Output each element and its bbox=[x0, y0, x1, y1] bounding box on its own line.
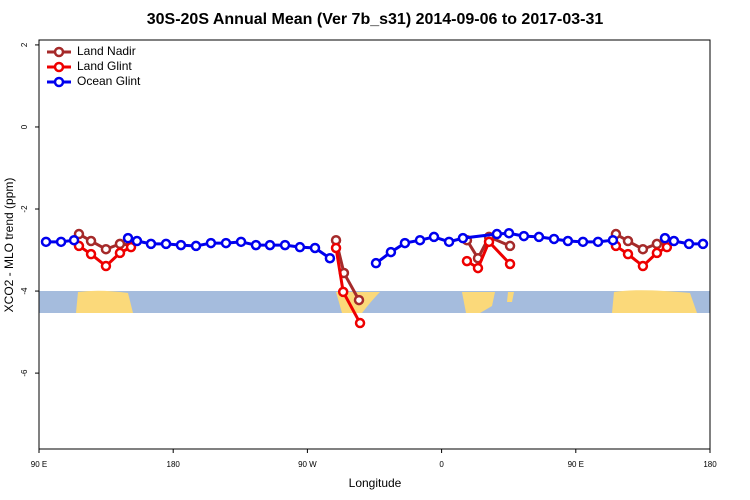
point bbox=[472, 262, 484, 274]
plot-frame bbox=[38, 39, 711, 450]
land-shape bbox=[76, 290, 133, 313]
point bbox=[577, 236, 589, 248]
x-tick-label: 90 E bbox=[568, 460, 584, 469]
point bbox=[324, 252, 336, 264]
point bbox=[160, 238, 172, 250]
point bbox=[309, 242, 321, 254]
point bbox=[399, 237, 411, 249]
x-tick-label: 180 bbox=[703, 460, 717, 469]
x-axis-label: Longitude bbox=[349, 476, 402, 490]
point bbox=[354, 317, 366, 329]
point bbox=[592, 236, 604, 248]
point bbox=[175, 239, 187, 251]
point bbox=[125, 241, 137, 253]
point bbox=[294, 241, 306, 253]
point bbox=[100, 260, 112, 272]
point bbox=[131, 235, 143, 247]
legend-marker bbox=[53, 46, 65, 58]
point bbox=[562, 235, 574, 247]
point bbox=[668, 235, 680, 247]
y-tick-label: 0 bbox=[20, 124, 29, 129]
point bbox=[330, 242, 342, 254]
point bbox=[622, 235, 634, 247]
y-tick-label: -6 bbox=[20, 369, 29, 377]
point bbox=[697, 238, 709, 250]
point bbox=[651, 238, 663, 250]
legend-marker bbox=[53, 61, 65, 73]
point bbox=[122, 232, 134, 244]
point bbox=[190, 240, 202, 252]
point bbox=[279, 239, 291, 251]
point bbox=[114, 247, 126, 259]
point bbox=[40, 236, 52, 248]
legend-label: Land Nadir bbox=[77, 44, 136, 58]
x-tick-label: 90 E bbox=[31, 460, 47, 469]
legend-label: Land Glint bbox=[77, 59, 132, 73]
point bbox=[651, 247, 663, 259]
land-shape bbox=[507, 292, 514, 302]
point bbox=[353, 294, 365, 306]
point bbox=[607, 234, 619, 246]
point bbox=[457, 232, 469, 244]
ocean-strip bbox=[39, 291, 710, 313]
point bbox=[235, 236, 247, 248]
land-shape bbox=[462, 292, 495, 313]
point bbox=[370, 257, 382, 269]
point bbox=[114, 238, 126, 250]
y-tick-label: 2 bbox=[20, 42, 29, 47]
chart-title: 30S-20S Annual Mean (Ver 7b_s31) 2014-09… bbox=[147, 11, 604, 28]
y-tick-label: -2 bbox=[20, 205, 29, 213]
x-tick-label: 0 bbox=[439, 460, 444, 469]
legend-marker bbox=[53, 76, 65, 88]
point bbox=[622, 248, 634, 260]
x-tick-label: 90 W bbox=[298, 460, 317, 469]
point bbox=[661, 241, 673, 253]
point bbox=[504, 240, 516, 252]
point bbox=[659, 232, 671, 244]
y-tick-label: -4 bbox=[20, 287, 29, 295]
point bbox=[491, 228, 503, 240]
point bbox=[461, 255, 473, 267]
legend-label: Ocean Glint bbox=[77, 74, 141, 88]
point bbox=[264, 239, 276, 251]
point bbox=[385, 246, 397, 258]
point bbox=[483, 236, 495, 248]
point bbox=[683, 238, 695, 250]
point bbox=[220, 237, 232, 249]
point bbox=[548, 233, 560, 245]
point bbox=[637, 243, 649, 255]
point bbox=[533, 231, 545, 243]
point bbox=[503, 227, 515, 239]
x-tick-label: 180 bbox=[167, 460, 181, 469]
point bbox=[518, 230, 530, 242]
point bbox=[145, 238, 157, 250]
point bbox=[68, 234, 80, 246]
point bbox=[85, 235, 97, 247]
map-strip bbox=[39, 290, 710, 313]
point bbox=[205, 237, 217, 249]
land-shape bbox=[612, 290, 697, 313]
point bbox=[637, 260, 649, 272]
y-axis-label: XCO2 - MLO trend (ppm) bbox=[2, 178, 16, 313]
point bbox=[55, 236, 67, 248]
point bbox=[504, 258, 516, 270]
point bbox=[85, 248, 97, 260]
point bbox=[100, 243, 112, 255]
point bbox=[428, 231, 440, 243]
point bbox=[337, 286, 349, 298]
point bbox=[414, 234, 426, 246]
point bbox=[443, 236, 455, 248]
point bbox=[250, 239, 262, 251]
